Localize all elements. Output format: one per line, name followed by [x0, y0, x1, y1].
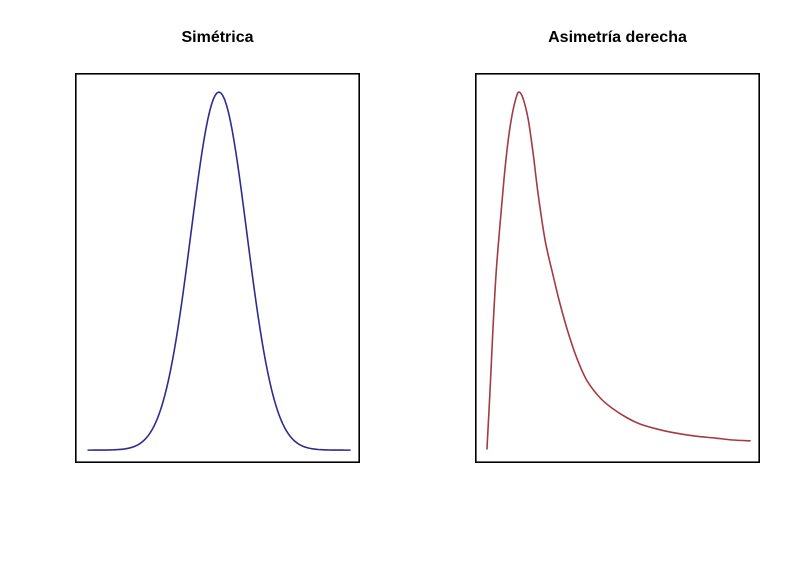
plot-area-symmetric — [75, 73, 360, 463]
plot-frame — [75, 73, 360, 463]
density-curve — [486, 91, 751, 450]
plot-frame — [475, 73, 760, 463]
chart-title-symmetric: Simétrica — [181, 29, 254, 46]
plot-area-right-skew — [475, 73, 760, 463]
density-curve — [87, 91, 351, 451]
chart-title-right-skew: Asimetría derecha — [548, 29, 687, 46]
